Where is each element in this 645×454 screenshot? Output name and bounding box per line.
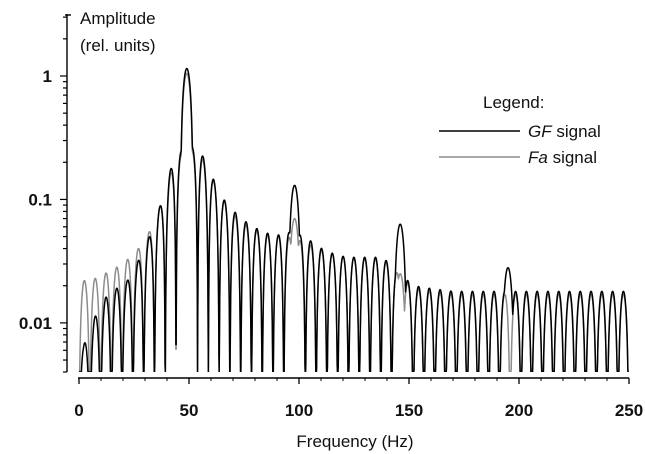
y-axis-label-line2: (rel. units)	[80, 36, 156, 55]
series-line-gf-signal	[78, 67, 630, 372]
x-tick-label: 200	[505, 401, 533, 420]
legend-label-fa-rest: signal	[548, 148, 597, 167]
legend-label-fa-italic: Fa	[528, 148, 548, 167]
y-tick-label: 0.1	[28, 190, 52, 209]
y-axis-label-line1: Amplitude	[80, 9, 156, 28]
legend-label-fa: Fa signal	[528, 148, 597, 167]
legend-label-gf: GF signal	[528, 122, 601, 141]
x-tick-label: 100	[285, 401, 313, 420]
y-tick-label: 0.01	[19, 314, 52, 333]
axes	[60, 14, 630, 384]
x-tick-label: 250	[615, 401, 643, 420]
x-tick-label: 50	[180, 401, 199, 420]
x-tick-labels: 0 50 100 150 200 250	[74, 401, 643, 420]
series-group	[78, 67, 630, 372]
legend-title: Legend:	[483, 93, 544, 112]
series-line-fa-signal	[78, 72, 630, 372]
x-tick-label: 150	[395, 401, 423, 420]
legend: Legend: GF signal Fa signal	[439, 93, 601, 167]
x-tick-label: 0	[74, 401, 83, 420]
y-tick-labels: 0.01 0.1 1	[19, 67, 52, 333]
y-tick-label: 1	[43, 67, 52, 86]
legend-label-gf-italic: GF	[528, 122, 553, 141]
x-axis-label: Frequency (Hz)	[296, 432, 413, 451]
legend-label-gf-rest: signal	[552, 122, 601, 141]
